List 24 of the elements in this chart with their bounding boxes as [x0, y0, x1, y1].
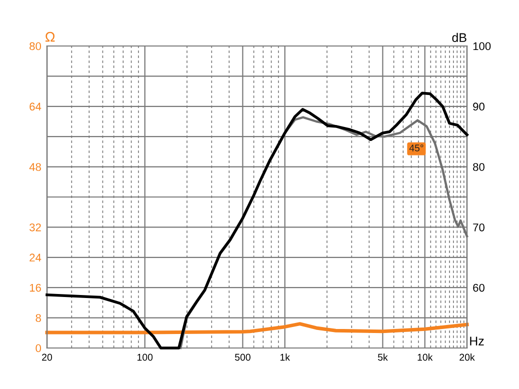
y-tick-label: 8	[36, 314, 41, 322]
x-axis-title: Hz	[470, 336, 484, 346]
y2-tick-label: 70	[473, 223, 484, 232]
y2-axis-title: dB	[452, 32, 466, 42]
y-tick-label: 64	[30, 102, 42, 111]
y2-tick-label: 60	[473, 284, 484, 292]
y2-tick-label: 80	[473, 163, 484, 171]
x-tick-label: 1k	[280, 354, 290, 361]
series-label: 45°	[409, 144, 424, 152]
y2-tick-label: 90	[473, 102, 484, 111]
y-tick-label: 48	[29, 163, 41, 171]
y-tick-label: 80	[30, 42, 42, 50]
y-tick-label: 24	[30, 254, 42, 262]
y-tick-label: 16	[30, 284, 41, 292]
x-tick-label: 100	[137, 354, 153, 361]
y2-tick-label: 100	[473, 42, 491, 50]
x-tick-label: 10k	[418, 354, 433, 361]
x-tick-label: 20k	[460, 354, 475, 361]
x-tick-label: 500	[234, 354, 250, 361]
y-axis-title: Ω	[45, 32, 55, 42]
y-tick-label: 0	[36, 344, 42, 352]
x-tick-label: 5k	[378, 354, 388, 361]
x-tick-label: 20	[42, 354, 52, 361]
y-tick-label: 32	[30, 223, 41, 232]
